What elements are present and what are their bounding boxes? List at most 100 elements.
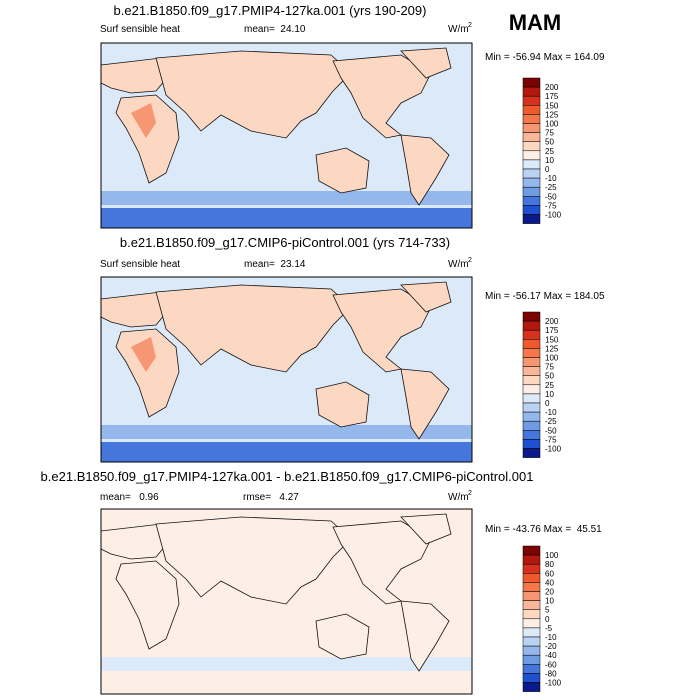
colorbar-box: [522, 664, 541, 674]
colorbar-box: [522, 554, 541, 565]
land-warm: [131, 337, 156, 372]
rmse-label: rmse= 4.27: [243, 492, 299, 503]
colorbar-label: 75: [545, 129, 554, 138]
colorbar-box: [522, 591, 541, 601]
colorbar-box: [522, 348, 541, 358]
colorbar-box: [522, 600, 541, 610]
colorbar-label: -20: [545, 642, 557, 651]
land: [155, 50, 352, 139]
range-label: Min = -43.76 Max = 45.51: [485, 524, 602, 535]
land: [400, 368, 450, 440]
map: [100, 276, 473, 463]
colorbar-box: [522, 159, 541, 170]
colorbar-label: -75: [545, 201, 557, 210]
colorbar-box: [522, 132, 541, 142]
land: [315, 381, 370, 428]
colorbar-label: 100: [545, 120, 559, 129]
colorbar-label: 20: [545, 588, 554, 597]
colorbar-box: [522, 150, 541, 161]
colorbar-box: [522, 582, 541, 592]
variable-label: Surf sensible heat: [100, 24, 180, 35]
land: [155, 284, 352, 373]
colorbar-box: [522, 420, 541, 431]
colorbar-box: [522, 196, 541, 206]
colorbar-box: [522, 320, 541, 331]
land: [400, 281, 452, 313]
colorbar-label: -5: [545, 624, 553, 633]
colorbar-box: [522, 86, 541, 97]
map-frame: [100, 508, 473, 695]
colorbar-label: -80: [545, 669, 557, 678]
units-label: W/m: [448, 492, 469, 503]
units-exponent: 2: [468, 490, 472, 497]
colorbar-label: -60: [545, 660, 557, 669]
colorbar-box: [522, 402, 541, 413]
colorbar-label: -50: [545, 192, 557, 201]
panel-title: b.e21.B1850.f09_g17.PMIP4-127ka.001 (yrs…: [114, 3, 427, 18]
colorbar-label: -10: [545, 633, 557, 642]
colorbar-label: 150: [545, 335, 559, 344]
colorbar-label: 125: [545, 110, 559, 119]
units-exponent: 2: [468, 22, 472, 29]
antarctica: [101, 674, 472, 694]
colorbar-box: [522, 366, 541, 376]
land: [400, 513, 452, 545]
colorbar-label: 10: [545, 390, 554, 399]
antarctica: [101, 442, 472, 462]
map: [100, 42, 473, 229]
colorbar-label: -100: [545, 445, 562, 454]
land: [155, 516, 352, 605]
colorbar-box: [522, 311, 541, 322]
mean-label: mean= 23.14: [244, 259, 306, 270]
colorbar-box: [522, 393, 541, 404]
colorbar-label: 25: [545, 381, 554, 390]
colorbar-box: [522, 545, 541, 556]
colorbar-label: -100: [545, 211, 562, 220]
colorbar-label: 10: [545, 597, 554, 606]
colorbar-label: 40: [545, 578, 554, 587]
land: [400, 600, 450, 672]
colorbar-box: [522, 105, 541, 115]
colorbar-label: 200: [545, 83, 559, 92]
colorbar-label: -40: [545, 651, 557, 660]
southern-band: [101, 425, 472, 439]
land: [115, 328, 180, 418]
colorbar-label: 75: [545, 363, 554, 372]
colorbar-label: -50: [545, 426, 557, 435]
map: [100, 508, 473, 695]
colorbar-box: [522, 563, 541, 574]
colorbar-label: 200: [545, 317, 559, 326]
colorbar-box: [522, 177, 541, 188]
colorbar-box: [522, 384, 541, 395]
mean-label: mean= 24.10: [244, 24, 306, 35]
land: [400, 47, 452, 79]
colorbar-box: [522, 77, 541, 88]
colorbar-box: [522, 214, 541, 224]
antarctica: [101, 208, 472, 228]
units-label: W/m: [448, 259, 469, 270]
colorbar-box: [522, 448, 541, 458]
colorbar-box: [522, 114, 541, 124]
colorbar-label: 100: [545, 551, 559, 560]
colorbar-label: 100: [545, 354, 559, 363]
colorbar-box: [522, 682, 541, 692]
land: [315, 147, 370, 194]
colorbar-box: [522, 627, 541, 638]
colorbar-label: 0: [545, 165, 550, 174]
range-label: Min = -56.94 Max = 164.09: [485, 52, 605, 63]
colorbar-box: [522, 411, 541, 422]
land: [315, 613, 370, 660]
colorbar-label: 80: [545, 560, 554, 569]
land: [400, 134, 450, 206]
colorbar-box: [522, 205, 541, 215]
land: [115, 94, 180, 184]
land-warm: [131, 103, 156, 138]
colorbar-label: -100: [545, 679, 562, 688]
colorbar-label: 10: [545, 156, 554, 165]
colorbar-box: [522, 339, 541, 349]
colorbar-box: [522, 573, 541, 583]
colorbar-box: [522, 618, 541, 629]
